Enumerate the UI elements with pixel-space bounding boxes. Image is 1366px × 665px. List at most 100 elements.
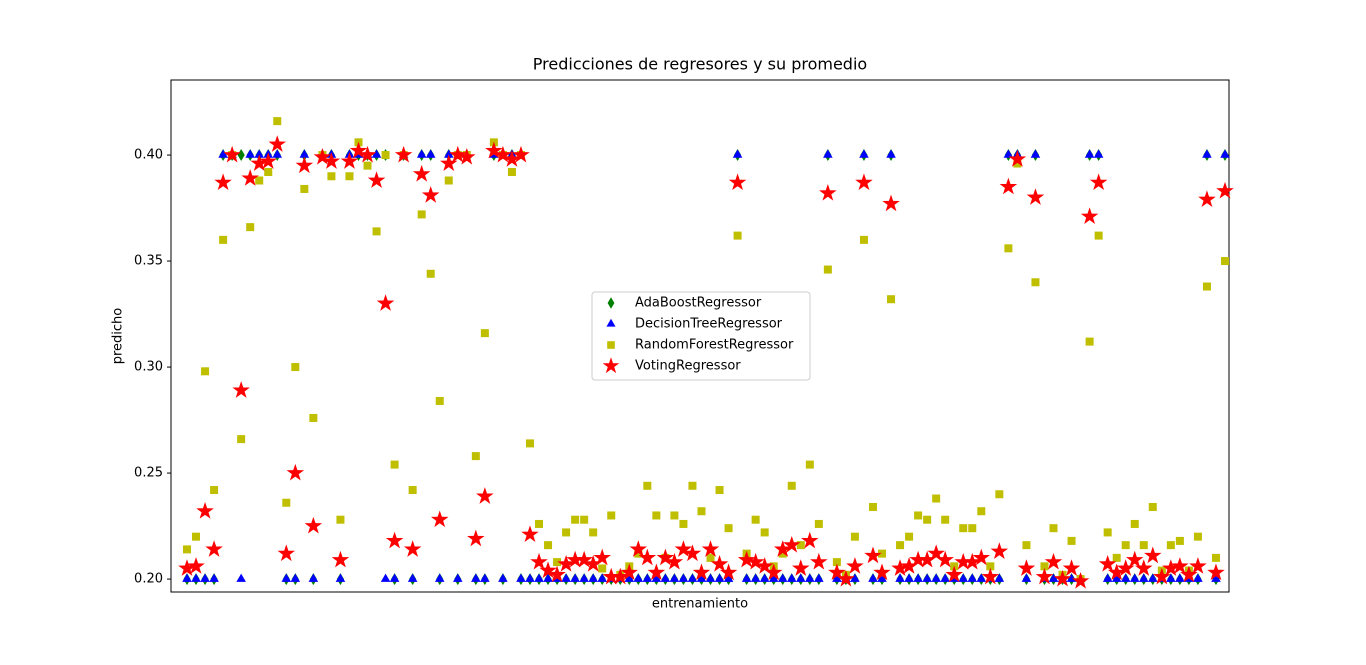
square-point: [652, 511, 661, 520]
triangle-point: [922, 573, 932, 582]
star-point: [385, 531, 404, 549]
square-point: [408, 486, 417, 495]
x-axis-label: entrenamiento: [652, 597, 748, 612]
triangle-point: [254, 149, 264, 158]
star-point: [403, 540, 422, 557]
star-point: [331, 550, 350, 568]
triangle-point: [687, 573, 698, 582]
triangle-point: [994, 573, 1005, 582]
square-point: [878, 549, 887, 558]
star-point: [214, 173, 232, 191]
star-point: [430, 510, 449, 528]
square-point: [1085, 337, 1094, 346]
square-point: [1112, 553, 1121, 562]
square-point: [1022, 541, 1031, 550]
square-point: [1004, 244, 1013, 253]
square-point: [1148, 502, 1157, 511]
triangle-point: [1021, 573, 1032, 582]
star-point: [277, 544, 296, 562]
triangle-point: [1084, 149, 1095, 158]
triangle-point: [805, 573, 815, 582]
star-point: [882, 194, 900, 212]
star-point: [412, 164, 431, 182]
star-point: [981, 567, 1000, 585]
triangle-point: [290, 573, 301, 582]
square-point: [553, 558, 562, 567]
triangle-point: [534, 573, 544, 582]
star-point: [837, 569, 855, 587]
star-point: [692, 563, 711, 581]
triangle-point: [768, 573, 779, 582]
triangle-point: [832, 573, 842, 582]
square-point: [1121, 541, 1130, 550]
triangle-point: [877, 573, 887, 582]
star-point: [810, 552, 828, 570]
square-point: [507, 168, 516, 177]
square-point: [381, 151, 390, 160]
triangle-point: [416, 149, 427, 158]
star-point: [1008, 150, 1027, 167]
star-point: [629, 540, 648, 557]
triangle-point: [967, 573, 978, 582]
star-point: [575, 550, 593, 568]
diamond-point: [237, 149, 245, 162]
star-point: [620, 563, 639, 581]
star-point: [737, 550, 756, 568]
star-point: [801, 531, 819, 549]
star-point: [322, 152, 341, 169]
star-point: [458, 147, 476, 165]
star-point: [548, 565, 566, 583]
star-point: [304, 516, 323, 534]
triangle-point: [795, 573, 806, 582]
triangle-point: [1111, 573, 1122, 582]
square-point: [995, 490, 1004, 499]
square-point: [905, 532, 914, 541]
star-point: [394, 145, 413, 163]
triangle-point: [209, 573, 219, 582]
square-point: [679, 519, 688, 528]
square-point: [390, 460, 399, 469]
star-point: [828, 563, 846, 581]
triangle-point: [895, 573, 905, 582]
triangle-point: [245, 149, 255, 158]
triangle-point: [1003, 149, 1014, 158]
star-point: [349, 141, 368, 159]
square-point: [300, 184, 309, 193]
star-point: [792, 559, 810, 576]
star-point: [701, 540, 720, 557]
legend-label: AdaBoostRegressor: [635, 296, 762, 311]
triangle-point: [651, 573, 662, 582]
legend-marker: [607, 341, 615, 349]
star-point: [999, 177, 1018, 195]
star-point: [584, 555, 602, 572]
triangle-point: [471, 573, 481, 582]
star-point: [638, 548, 657, 566]
triangle-point: [669, 573, 680, 582]
square-point: [327, 172, 336, 181]
square-point: [787, 481, 796, 490]
square-point: [733, 231, 742, 240]
square-point: [1139, 541, 1148, 550]
triangle-point: [308, 573, 319, 582]
star-point: [295, 156, 314, 174]
star-point: [1216, 181, 1234, 199]
star-point: [358, 145, 377, 163]
triangle-point: [371, 149, 382, 158]
triangle-point: [236, 573, 246, 582]
triangle-point: [425, 149, 436, 158]
star-point: [593, 548, 611, 566]
square-point: [706, 553, 715, 562]
triangle-point: [814, 573, 824, 582]
star-point: [421, 186, 440, 203]
star-point: [1135, 559, 1153, 576]
square-point: [1221, 257, 1229, 266]
square-point: [751, 515, 760, 524]
triangle-point: [272, 149, 283, 158]
square-point: [823, 265, 832, 274]
square-point: [544, 541, 553, 550]
triangle-point: [741, 573, 752, 582]
square-point: [896, 541, 905, 550]
triangle-point: [516, 573, 526, 582]
square-point: [417, 210, 426, 219]
